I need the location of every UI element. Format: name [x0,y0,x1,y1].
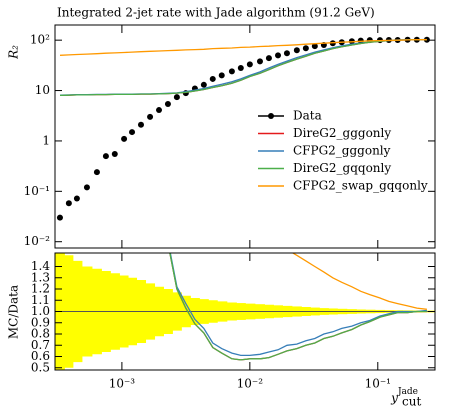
y-tick-label: 10 [35,83,50,97]
data-point [265,55,272,62]
y-tick-label: 0.6 [31,349,50,363]
data-point [137,121,144,128]
data-point [302,45,309,52]
y-axis-label: R₂ [7,45,21,60]
legend-label: CFPG2_swap_gqqonly [293,179,428,193]
plot-area [55,253,435,370]
data-point [156,107,163,114]
data-point [173,94,180,101]
data-point [121,135,128,142]
data-point [357,37,364,44]
y-tick-label: 10⁻² [24,234,51,248]
data-point [218,72,225,79]
x-tick-label: 10⁻¹ [365,377,391,391]
y-tick-label: 0.5 [31,360,50,374]
y-tick-label: 10² [30,33,50,47]
series-line [59,39,427,56]
y-tick-label: 1.3 [31,270,50,284]
data-point [93,169,100,176]
data-point [256,58,263,65]
data-point [147,113,154,120]
series-line [59,39,427,97]
data-point [83,184,90,191]
data-point [73,195,80,202]
x-tick-label: 10⁻³ [109,377,136,391]
data-point [237,65,244,72]
y-tick-label: 1.1 [31,293,50,307]
data-point [56,214,63,221]
legend-label: DireG2_gqqonly [293,161,391,175]
y-tick-label: 1.4 [31,259,50,273]
plot-area [56,36,430,221]
x-axis-label-main: y [390,391,398,405]
data-point [311,43,318,50]
x-axis-label-sup: Jade [397,387,418,397]
y-tick-label: 0.9 [31,315,50,329]
series-line [169,253,427,361]
data-point [200,81,207,88]
series-line [291,253,427,310]
x-tick-label: 10⁻² [237,377,264,391]
data-point [246,61,253,68]
data-point [293,47,300,54]
ratio-y-axis-label: MC/Data [7,285,21,339]
data-point [228,68,235,75]
data-point [275,52,282,59]
y-tick-label: 1.2 [31,282,50,296]
data-point [111,151,118,158]
legend-label: CFPG2_gggonly [293,144,391,158]
x-axis-label: yJade [390,387,418,405]
data-point [283,50,290,57]
series-line [169,253,427,357]
y-tick-label: 0.8 [31,327,50,341]
y-tick-label: 0.7 [31,338,50,352]
legend-marker [268,113,274,119]
legend-label: DireG2_gggonly [293,126,391,140]
chart-title: Integrated 2-jet rate with Jade algorith… [57,6,375,20]
legend-label: Data [293,109,322,123]
y-tick-label: 10⁻¹ [24,184,50,198]
data-point [129,129,136,136]
x-axis-label-sub: cut [402,395,421,407]
data-point [164,101,171,108]
y-tick-label: 1.0 [31,304,50,318]
data-point [65,200,72,207]
data-point [102,153,109,160]
data-point [209,75,216,82]
y-tick-label: 1 [42,133,50,147]
panel-frame [54,24,436,249]
